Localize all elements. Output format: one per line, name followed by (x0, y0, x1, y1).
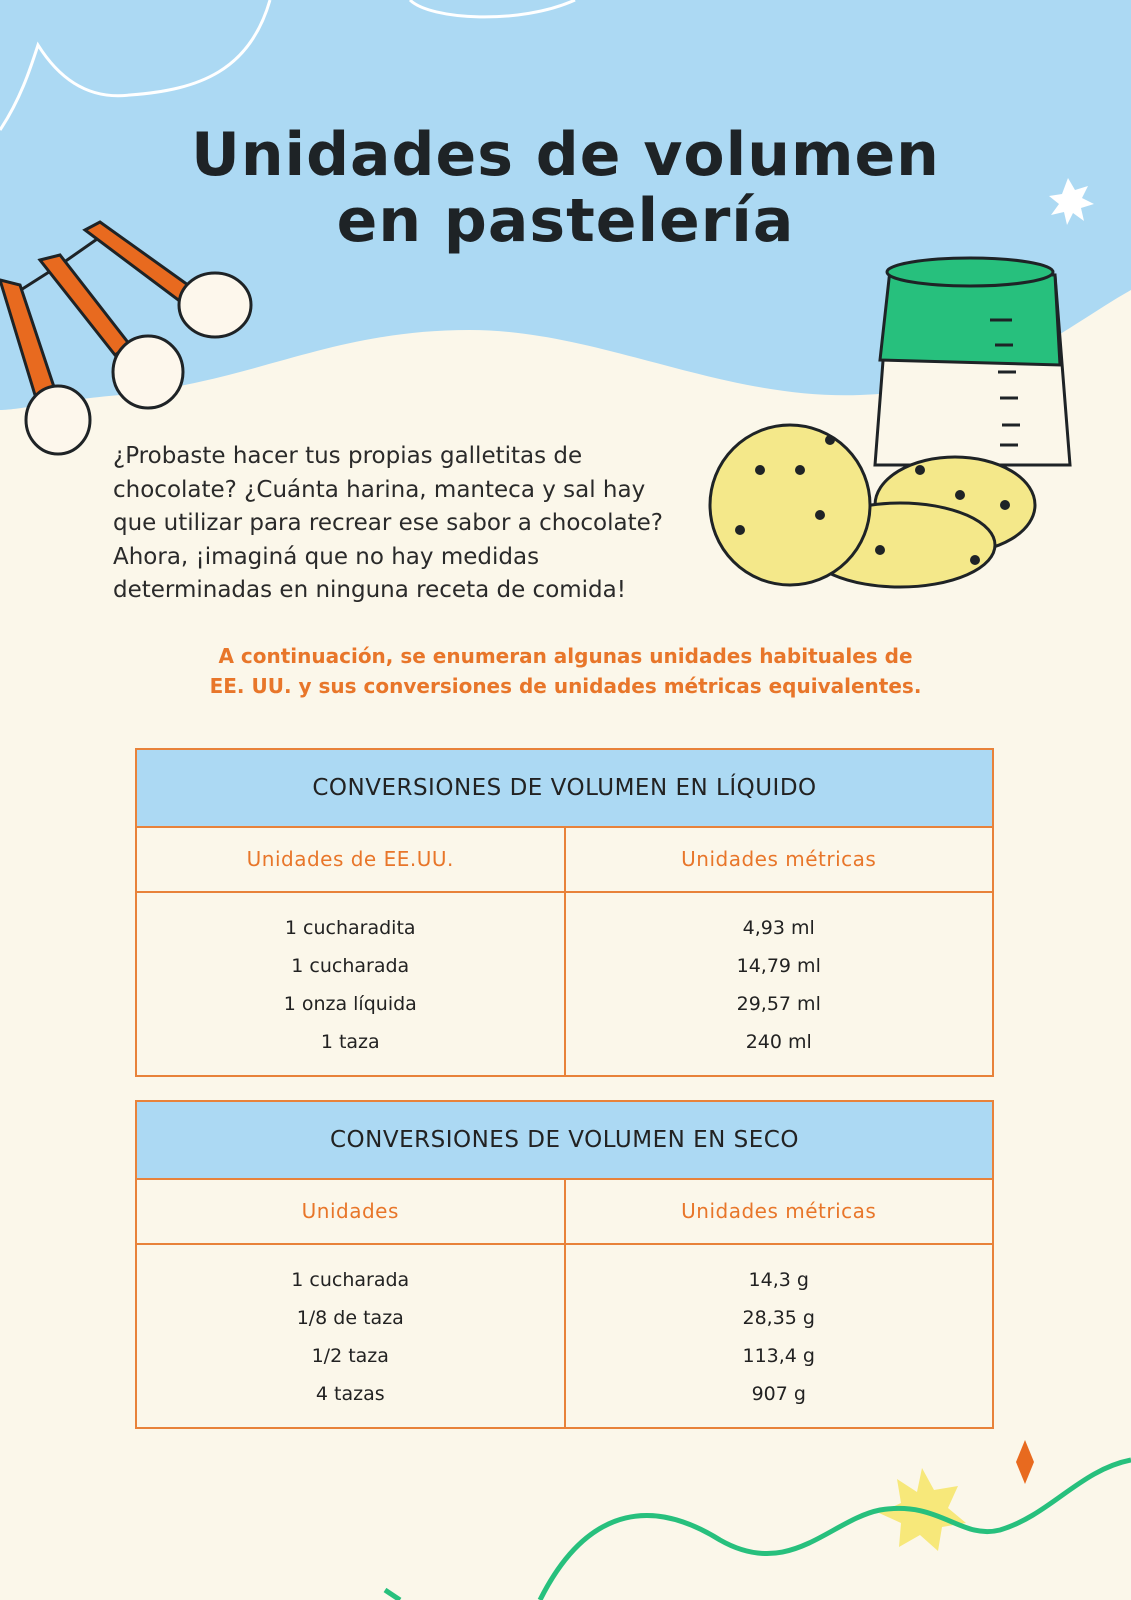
column-body: 1 cucharada 1/8 de taza 1/2 taza 4 tazas (137, 1245, 564, 1427)
table-cell: 1 cucharada (291, 1269, 410, 1291)
table-cell: 28,35 g (742, 1307, 816, 1329)
table-cell: 4 tazas (315, 1383, 385, 1405)
table-cell: 113,4 g (742, 1345, 816, 1367)
column-body: 14,3 g 28,35 g 113,4 g 907 g (566, 1245, 993, 1427)
table-cell: 1 cucharadita (284, 917, 416, 939)
table-column: Unidades de EE.UU. 1 cucharadita 1 cuchara… (137, 828, 564, 1075)
table-cell: 1 taza (320, 1031, 380, 1053)
table-cell: 4,93 ml (742, 917, 815, 939)
table-cell: 907 g (751, 1383, 806, 1405)
table-cell: 1 onza líquida (283, 993, 417, 1015)
table-cell: 29,57 ml (736, 993, 821, 1015)
conversion-table: CONVERSIONES DE VOLUMEN EN LÍQUIDO Unidad… (135, 748, 994, 1077)
highlight: A continuación, se enumeran algunas unid… (0, 641, 1131, 701)
column-body: 4,93 ml 14,79 ml 29,57 ml 240 ml (566, 893, 993, 1075)
intro-line: que utilizar para recrear ese sabor a ch… (113, 510, 663, 536)
title-line: Unidades de volumen (191, 120, 940, 190)
table-cell: 1 cucharada (291, 955, 410, 977)
table-columns: Unidades de EE.UU. 1 cucharadita 1 cuchara… (137, 828, 992, 1075)
table-cell: 1/2 taza (311, 1345, 389, 1367)
intro-line: chocolate? ¿Cuánta harina, manteca y sal… (113, 476, 646, 503)
table-column: Unidades 1 cucharada 1/8 de taza 1/2 taza 4 … (137, 1180, 564, 1427)
table-columns: Unidades 1 cucharada 1/8 de taza 1/2 taza 4 … (137, 1180, 992, 1427)
intro: ¿Probaste hacer tus propias galletitas d… (113, 440, 663, 608)
table-column: Unidades métricas 14,3 g 28,35 g 113,4 g 907… (563, 1180, 993, 1427)
table-title: CONVERSIONES DE VOLUMEN EN SECO (137, 1102, 992, 1180)
intro-line: determinadas en ninguna receta de comida… (113, 577, 626, 603)
column-body: 1 cucharadita 1 cucharada 1 onza líquida 1 … (137, 893, 564, 1075)
table-title: CONVERSIONES DE VOLUMEN EN LÍQUIDO (137, 750, 992, 828)
column-header: Unidades (137, 1180, 564, 1245)
table-cell: 14,3 g (748, 1269, 809, 1291)
table-cell: 1/8 de taza (296, 1307, 404, 1329)
title-line: en pastelería (336, 186, 795, 256)
column-header: Unidades métricas (565, 828, 992, 893)
table-cell: 14,79 ml (736, 955, 821, 977)
column-header: Unidades de EE.UU. (137, 828, 564, 893)
intro-line: Ahora, ¡imaginá que no hay medidas (113, 543, 540, 570)
table-cell: 240 ml (745, 1031, 812, 1053)
intro-line: ¿Probaste hacer tus propias galletitas d… (113, 443, 583, 469)
column-header: Unidades métricas (565, 1180, 992, 1245)
table-column: Unidades métricas 4,93 ml 14,79 ml 29,57 ml… (563, 828, 993, 1075)
conversion-table: CONVERSIONES DE VOLUMEN EN SECO Unidades 1… (135, 1100, 994, 1429)
highlight-line: A continuación, se enumeran algunas unid… (218, 644, 913, 668)
highlight-line: EE. UU. y sus conversiones de unidades m… (209, 674, 922, 698)
title: Unidades de volumen en pastelería (0, 122, 1131, 254)
